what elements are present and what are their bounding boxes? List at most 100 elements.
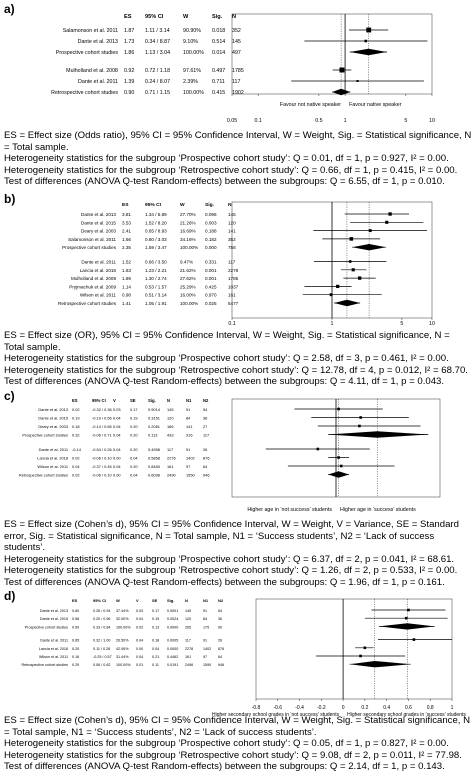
effect-marker <box>388 212 392 216</box>
table-cell: 0.72 / 1.18 <box>145 68 170 74</box>
study-label: Mulholland et al. 2008 <box>71 276 116 281</box>
table-cell: 2.41 <box>122 229 131 234</box>
table-cell: 1.39 <box>124 79 134 85</box>
table-cell: 0.0000 <box>167 625 178 629</box>
effect-marker <box>359 654 362 658</box>
table-cell: 0.014 <box>212 50 225 56</box>
table-cell: 100.00% <box>116 663 131 667</box>
table-cell: 2276 <box>167 456 176 461</box>
table-cell: 0.20 <box>72 647 79 651</box>
table-cell: 54 <box>203 407 208 412</box>
caption-line: Heterogeneity statistics for the subgrou… <box>4 164 458 176</box>
table-cell: 1.52 / 8.20 <box>145 220 167 225</box>
table-cell: 0.001 <box>205 276 217 281</box>
effect-marker <box>412 638 416 641</box>
study-label: Wilson et al. 2011 <box>80 293 117 298</box>
summary-diamond <box>349 48 388 56</box>
study-label: Dante et al. 2015 <box>40 617 68 621</box>
table-cell: 0.04 <box>130 456 138 461</box>
favour-left-label: Higher secondary school grades in ‘not s… <box>212 712 340 717</box>
table-cell: 0.04 <box>136 639 143 643</box>
caption-line: ES = Effect size (OR), 95% CI = 95% Conf… <box>4 330 450 353</box>
table-cell: 0.19 <box>72 416 80 421</box>
tick-label: 1 <box>344 118 347 124</box>
table-cell: 876 <box>218 647 224 651</box>
caption-line: Heterogeneity statistics for the subgrou… <box>4 364 468 376</box>
panel-label: c) <box>4 389 15 403</box>
table-cell: 0.90 <box>124 90 134 96</box>
column-header: 95% CI <box>92 398 106 403</box>
table-cell: 0.65 <box>72 639 79 643</box>
table-cell: 54 <box>218 609 222 613</box>
study-label: Pryjmachuk et al. 2009 <box>69 284 116 289</box>
table-cell: 84 <box>203 617 207 621</box>
table-cell: 0.00 <box>136 647 143 651</box>
table-cell: 117 <box>203 433 209 438</box>
table-cell: 120 <box>167 416 174 421</box>
column-header: N <box>228 202 232 208</box>
effect-marker <box>357 276 362 280</box>
table-cell: 946 <box>218 663 224 667</box>
table-cell: 0.096 <box>205 212 217 217</box>
panel-label: d) <box>4 589 16 603</box>
tick-label: 1 <box>331 321 334 327</box>
study-label: Dante et al. 2011 <box>40 639 68 643</box>
effect-marker <box>339 464 343 468</box>
table-cell: 0.80 / 3.03 <box>145 237 167 242</box>
column-header: 95% CI <box>145 14 164 20</box>
table-cell: 117 <box>167 447 173 452</box>
table-cell: 91 <box>186 447 190 452</box>
table-cell: 1.87 <box>124 28 134 34</box>
table-cell: 141 <box>186 424 193 429</box>
table-cell: 2.39% <box>183 79 198 85</box>
tick-label: 0 <box>342 705 345 711</box>
table-cell: 25.29% <box>180 284 196 289</box>
column-header: N1 <box>203 598 209 603</box>
tick-label: 0.2 <box>361 705 368 711</box>
table-cell: 84 <box>186 416 191 421</box>
table-cell: 0.24 / 8.07 <box>145 79 170 85</box>
table-cell: 0.18 <box>152 639 159 643</box>
favour-left-label: Higher age in ‘not success’ students <box>247 507 332 513</box>
column-header: 95% CI <box>93 598 106 603</box>
favour-right-label: Higher age in ‘success’ students <box>340 507 416 513</box>
column-header: W <box>116 598 120 603</box>
study-label: Prospective cohort studies <box>62 245 117 250</box>
table-cell: 0.16 <box>72 655 79 659</box>
study-label: Dante et al. 2015 <box>38 416 68 421</box>
table-cell: 0.04 <box>113 464 121 469</box>
table-cell: 0.6098 <box>148 473 160 478</box>
table-cell: 1402 <box>203 647 211 651</box>
table-cell: 0.17 <box>152 609 159 613</box>
table-cell: 0.9014 <box>148 407 161 412</box>
table-cell: 100.00% <box>183 90 204 96</box>
table-cell: 97 <box>203 655 207 659</box>
column-header: N1 <box>186 398 192 403</box>
table-cell: 0.04 <box>113 447 121 452</box>
table-cell: 1.59 / 3.47 <box>145 245 167 250</box>
table-cell: 0.92 <box>124 68 134 74</box>
panel-c: c) ES 95% CI V SE Sig. N N1 N2 Dante et al. 2013… <box>0 389 474 588</box>
table-cell: 27 <box>203 424 207 429</box>
table-cell: 120 <box>185 617 191 621</box>
tick-label: -0.8 <box>252 705 261 711</box>
column-header: N2 <box>218 598 224 603</box>
effect-marker <box>366 27 372 33</box>
table-cell: 0.003 <box>205 220 217 225</box>
table-cell: 946 <box>203 473 210 478</box>
caption-line: Heterogeneity statistics for the subgrou… <box>4 749 462 761</box>
table-cell: 0.04 <box>113 424 121 429</box>
summary-diamond <box>352 244 387 251</box>
table-cell: 0.26 / 0.94 <box>93 609 110 613</box>
table-cell: 0.33 / 0.84 <box>93 625 110 629</box>
table-cell: 0.04 <box>72 464 80 469</box>
table-cell: 145 <box>167 407 174 412</box>
column-header: 95% CI <box>145 202 162 208</box>
table-cell: 1.30 / 2.74 <box>145 276 167 281</box>
table-cell: 0.71 / 1.15 <box>145 90 170 96</box>
caption-line: Test of differences (ANOVA Q-test Random… <box>4 761 445 773</box>
effect-marker <box>356 79 359 83</box>
column-header: Sig. <box>167 598 174 603</box>
table-cell: 0.0191 <box>167 663 178 667</box>
study-label: Lancia et al. 2018 <box>37 456 68 461</box>
